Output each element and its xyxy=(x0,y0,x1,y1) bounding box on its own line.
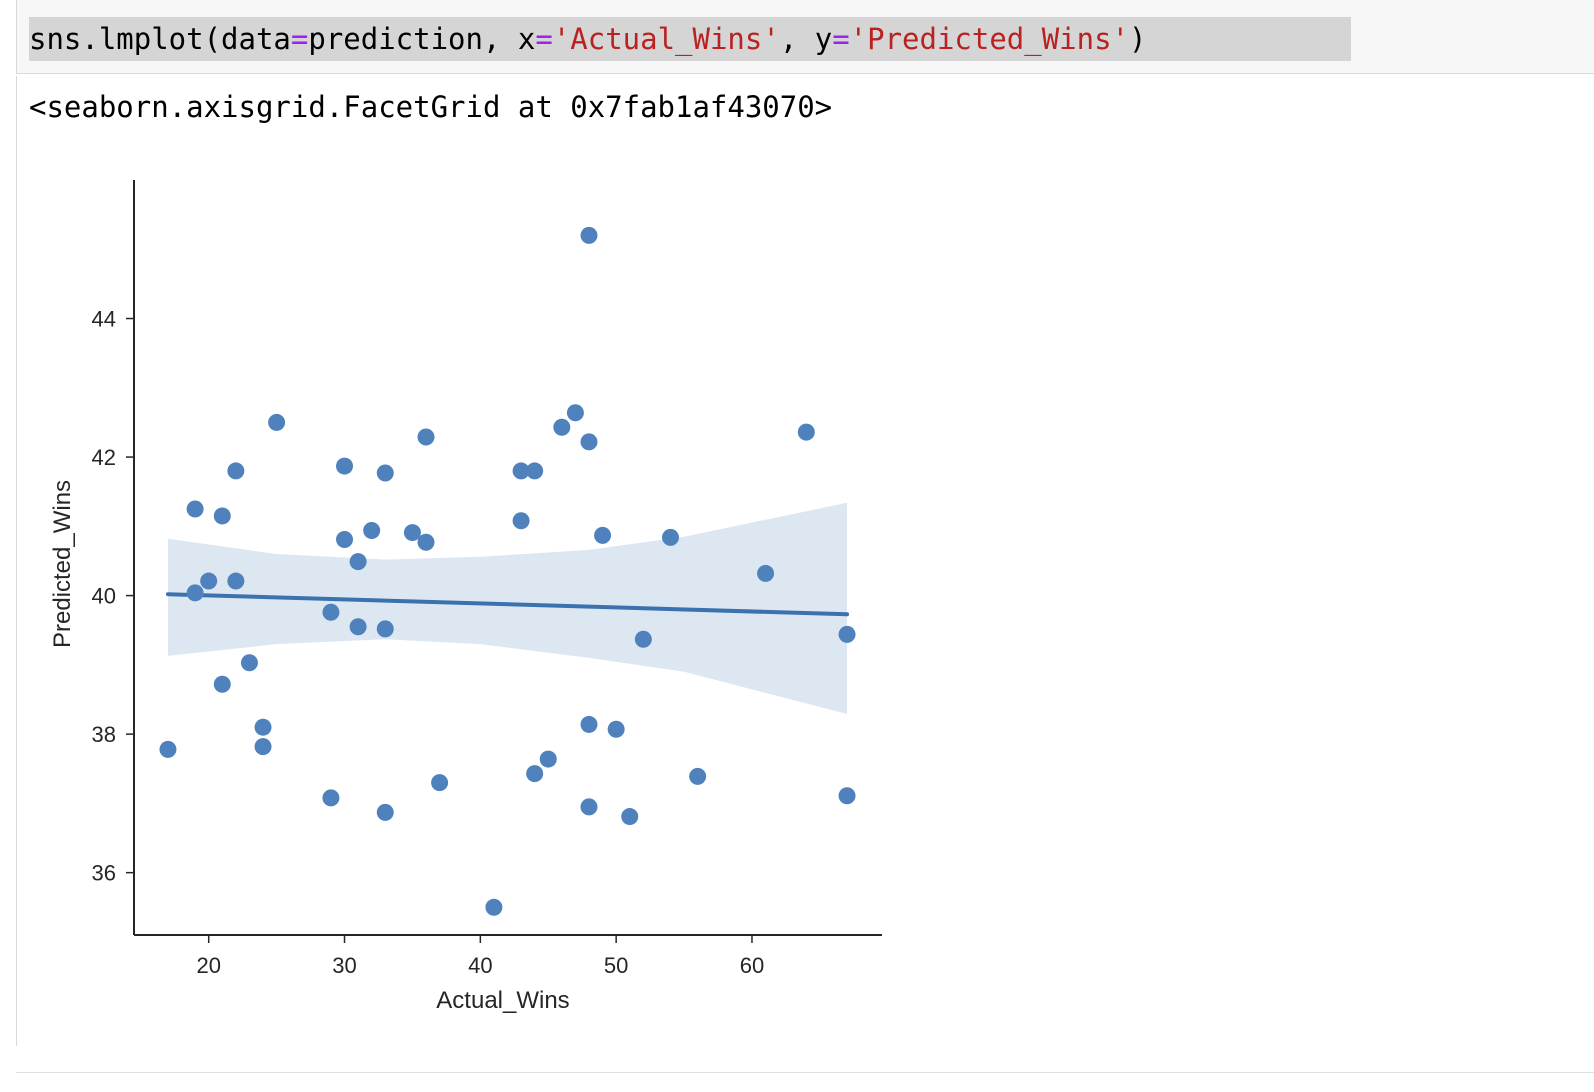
cell-divider xyxy=(16,1072,1594,1073)
x-tick-label: 60 xyxy=(740,953,764,978)
data-point xyxy=(403,524,421,542)
data-point xyxy=(512,462,530,480)
data-point xyxy=(607,720,625,738)
data-point xyxy=(376,464,394,482)
data-point xyxy=(661,528,679,546)
data-point xyxy=(580,433,598,451)
data-point xyxy=(336,457,354,475)
y-tick-label: 40 xyxy=(92,584,116,609)
code-token: = xyxy=(290,22,309,56)
x-tick-label: 40 xyxy=(468,953,492,978)
code-token: = xyxy=(535,22,553,56)
x-tick-label: 20 xyxy=(196,953,220,978)
y-axis-label: Predicted_Wins xyxy=(49,480,76,648)
data-point xyxy=(431,774,449,792)
data-point xyxy=(322,789,340,807)
data-point xyxy=(512,512,530,530)
x-axis-label: Actual_Wins xyxy=(436,987,569,1014)
data-point xyxy=(417,428,435,446)
data-point xyxy=(580,715,598,733)
data-point xyxy=(838,625,856,643)
data-point xyxy=(797,423,815,441)
code-token: prediction, x xyxy=(308,22,536,56)
x-tick-label: 30 xyxy=(332,953,356,978)
data-point xyxy=(254,718,272,736)
y-tick-label: 44 xyxy=(92,307,116,332)
code-input-cell[interactable]: sns.lmplot(data=prediction, x='Actual_Wi… xyxy=(16,0,1594,74)
data-point xyxy=(526,462,544,480)
scatter-points-layer xyxy=(159,226,856,916)
data-point xyxy=(186,584,204,602)
regression-line-layer xyxy=(165,592,850,617)
data-point xyxy=(322,603,340,621)
code-token: 'Actual_Wins' xyxy=(552,22,780,56)
data-point xyxy=(594,526,612,544)
data-point xyxy=(566,404,584,422)
code-token: sns.lmplot(data xyxy=(29,22,291,56)
output-repr-text: <seaborn.axisgrid.FacetGrid at 0x7fab1af… xyxy=(29,90,833,124)
data-point xyxy=(159,740,177,758)
data-point xyxy=(336,530,354,548)
data-point xyxy=(213,675,231,693)
data-point xyxy=(757,564,775,582)
data-point xyxy=(539,750,557,768)
data-point xyxy=(349,618,367,636)
x-tick-label: 50 xyxy=(604,953,628,978)
data-point xyxy=(580,226,598,244)
y-tick-label: 42 xyxy=(92,445,116,470)
data-point xyxy=(417,533,435,551)
regression-line xyxy=(165,592,850,617)
code-token: ) xyxy=(1129,22,1147,56)
data-point xyxy=(240,654,258,672)
y-tick-label: 38 xyxy=(92,722,116,747)
data-point xyxy=(349,553,367,571)
data-point xyxy=(526,765,544,783)
data-point xyxy=(227,462,245,480)
data-point xyxy=(689,767,707,785)
data-point xyxy=(485,898,503,916)
data-point xyxy=(268,413,286,431)
data-point xyxy=(553,418,571,436)
data-point xyxy=(621,808,639,826)
data-point xyxy=(634,630,652,648)
data-point xyxy=(213,507,231,525)
code-token: 'Predicted_Wins' xyxy=(849,22,1130,56)
confidence-band xyxy=(168,502,847,714)
data-point xyxy=(200,572,218,590)
data-point xyxy=(376,620,394,638)
y-tick-label: 36 xyxy=(92,861,116,886)
axes-layer: 20 30 40 50 60 36 38 40 42 44 xyxy=(92,180,882,978)
data-point xyxy=(363,521,381,539)
data-point xyxy=(254,738,272,756)
code-token: = xyxy=(832,22,850,56)
data-point xyxy=(186,500,204,518)
data-point xyxy=(227,572,245,590)
data-point xyxy=(376,803,394,821)
confidence-band-layer xyxy=(168,502,847,714)
code-line[interactable]: sns.lmplot(data=prediction, x='Actual_Wi… xyxy=(29,17,1351,61)
code-token: , y xyxy=(779,22,833,56)
data-point xyxy=(580,798,598,816)
data-point xyxy=(838,787,856,805)
